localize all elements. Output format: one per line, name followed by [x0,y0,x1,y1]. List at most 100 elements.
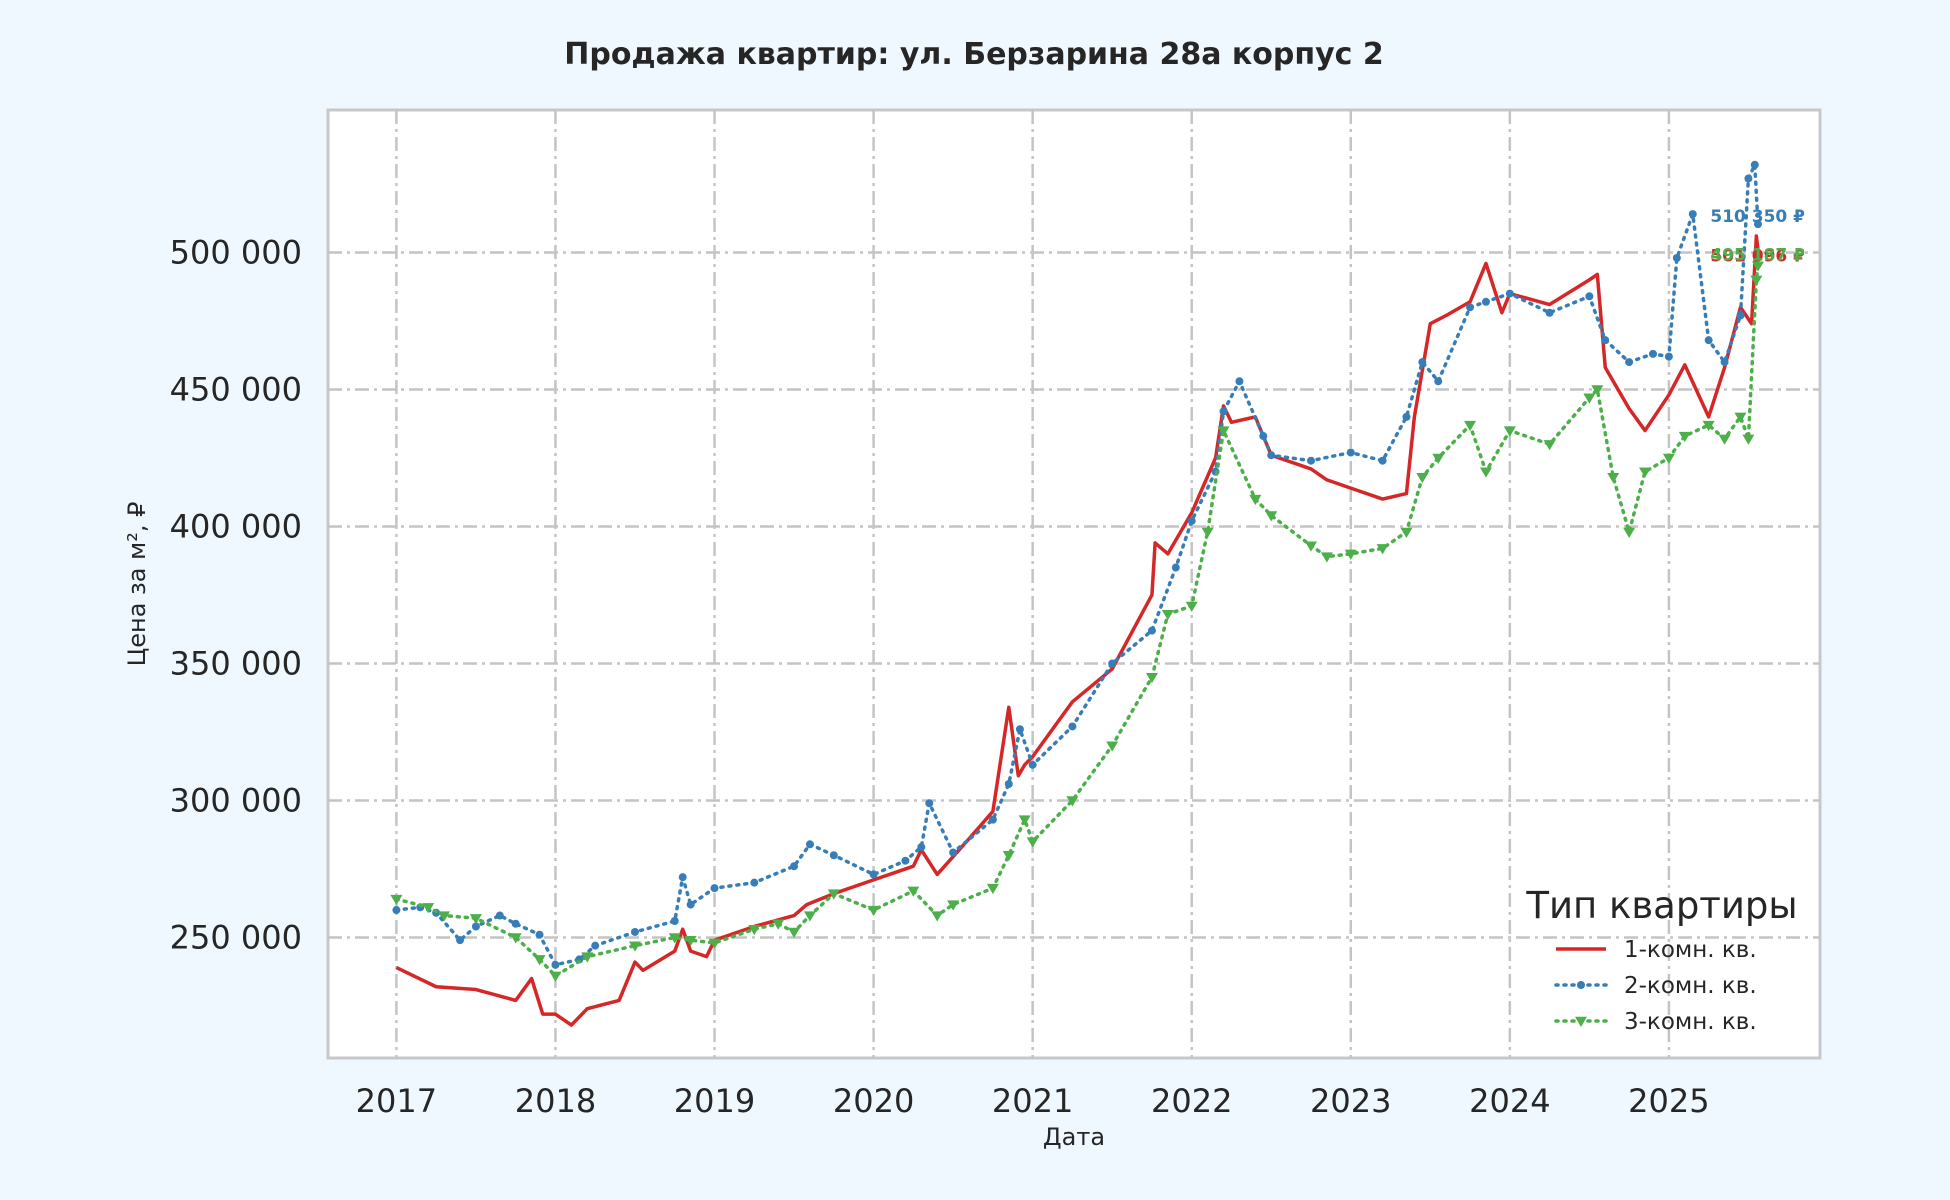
legend-label: 3-комн. кв. [1624,1009,1757,1035]
data-point [1432,453,1445,464]
data-point [1585,292,1594,301]
x-axis-label: Дата [1043,1123,1105,1151]
data-point [1235,377,1244,386]
data-point [628,941,641,952]
data-point [438,911,451,922]
end-labels: 501 096 ₽ 510 350 ₽ 495 187 ₽ [1710,207,1805,266]
data-point [422,903,435,914]
data-point [495,911,504,920]
data-point [949,848,958,857]
data-point [788,927,801,938]
y-tick-label: 450 000 [170,370,302,408]
data-point [678,873,687,882]
data-point [1583,393,1596,404]
data-point [988,815,997,824]
y-tick-label: 500 000 [170,233,302,271]
data-point [1503,426,1516,437]
data-point [581,952,594,963]
data-point [1704,336,1713,345]
data-point [1346,448,1355,457]
data-point [1066,796,1079,807]
data-point [456,936,465,945]
data-point [1418,358,1427,367]
data-point [986,883,999,895]
data-point [1623,527,1636,538]
data-point [1217,426,1230,437]
data-point [1664,352,1673,361]
data-point [1305,541,1318,552]
data-point [1004,780,1013,789]
data-point [1267,451,1276,460]
series-line [394,263,1760,978]
data-point [790,862,799,871]
data-point [1185,601,1198,612]
y-tick-label: 250 000 [170,918,302,956]
data-point [931,911,944,922]
data-point [549,971,562,982]
x-tick-label: 2021 [992,1082,1073,1120]
x-tick-label: 2020 [833,1082,914,1120]
legend-items: 1-комн. кв. 2-комн. кв. 3-комн. кв. [1554,937,1757,1035]
data-point [1543,440,1556,451]
data-point [1466,303,1475,312]
data-point [1662,453,1675,464]
legend-marker [1577,981,1585,989]
data-point [867,905,880,917]
data-point [1751,261,1764,272]
data-point [390,894,403,906]
data-point [1201,527,1214,538]
data-point [1002,851,1015,862]
data-point [535,930,544,939]
series-line [395,234,1760,1027]
x-tick-label: 2018 [515,1082,596,1120]
end-value-label: 495 187 ₽ [1710,246,1805,266]
data-point [1108,659,1117,668]
data-point [1753,220,1762,229]
data-point [1734,412,1747,423]
data-point [1720,358,1729,367]
data-point [1672,253,1681,262]
data-point [1171,563,1180,572]
data-point [1344,549,1357,560]
data-point [1028,760,1037,769]
data-point [392,906,401,915]
data-point [1601,336,1610,345]
data-point [1161,609,1174,621]
data-point [1416,472,1429,484]
data-point [710,884,719,893]
data-point [668,933,681,944]
data-point [947,900,960,911]
data-point [1639,467,1652,478]
data-point [1678,431,1691,443]
data-point [1018,815,1031,826]
data-point [1505,289,1514,298]
y-tick-label: 400 000 [170,507,302,545]
data-point [1736,311,1745,320]
legend-item: 3-комн. кв. [1554,1009,1757,1035]
legend-marker [1575,1016,1587,1027]
data-point [1750,160,1759,169]
data-point [1648,349,1657,358]
end-value-label: 501 096 ₽ [1710,246,1805,266]
data-point [750,878,759,887]
data-point [917,843,926,852]
x-tick-label: 2022 [1151,1082,1232,1120]
legend-item: 2-комн. кв. [1554,973,1757,999]
data-point [1481,297,1490,306]
y-tick-label: 350 000 [170,644,302,682]
data-point [772,919,785,930]
data-point [1265,511,1278,522]
grid [328,110,1820,1058]
data-point [1307,456,1316,465]
data-point [1625,358,1634,367]
legend-label: 2-комн. кв. [1624,973,1757,999]
x-tick-label: 2024 [1469,1082,1550,1120]
data-point [1479,467,1492,478]
data-point [630,927,639,936]
data-point [1259,432,1268,441]
data-point [1320,552,1333,563]
y-axis-label: Цена за м², ₽ [123,502,151,667]
data-point [1718,434,1731,445]
data-point [469,914,482,925]
